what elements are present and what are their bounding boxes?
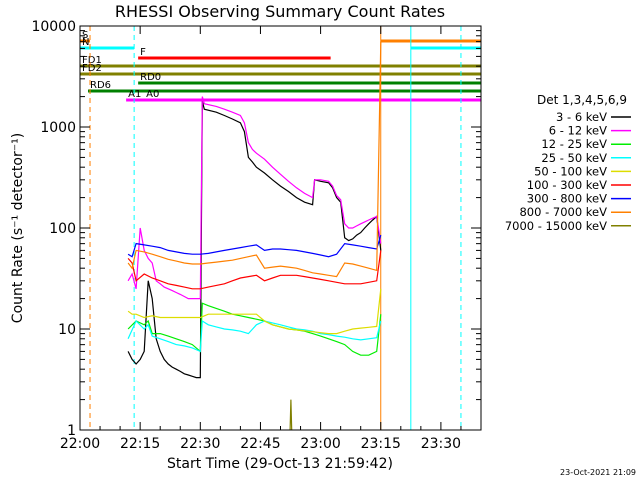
y-tick-label: 1: [67, 423, 76, 439]
legend-entry-label: 100 - 300 keV: [527, 178, 607, 192]
axes-layer: 22:00 22:15 22:30 22:45 23:00 23:15 23:30 1 10 10…: [31, 19, 482, 452]
status-bar-label: A0: [146, 89, 159, 100]
x-tick-label: 22:15: [120, 436, 160, 452]
x-tick-label: 23:00: [300, 436, 340, 452]
y-tick-label: 10000: [31, 19, 76, 35]
vertical-markers-layer: [89, 26, 462, 430]
x-tick-label: 23:15: [361, 436, 401, 452]
y-tick-label: 10: [58, 322, 76, 338]
status-bar-label: N: [82, 37, 89, 48]
legend-entry-label: 50 - 100 keV: [534, 164, 607, 178]
status-bar-label: RD0: [140, 72, 161, 83]
status-bar-label: FD2: [82, 63, 102, 74]
y-tick-label: 1000: [40, 120, 76, 136]
series-line-7: [127, 41, 382, 278]
series-line-4: [127, 288, 382, 335]
x-axis-label: Start Time (29-Oct-13 21:59:42): [167, 456, 393, 472]
legend-entry-label: 7000 - 15000 keV: [505, 219, 607, 233]
series-line-5: [127, 250, 382, 290]
status-bar-label: F: [140, 47, 146, 58]
legend-entry-label: 6 - 12 keV: [549, 124, 607, 138]
chart-title: RHESSI Observing Summary Count Rates: [115, 2, 445, 21]
series-line-3: [127, 319, 382, 353]
series-line-8: [289, 399, 293, 431]
series-line-1: [127, 96, 382, 300]
series-line-0: [127, 101, 382, 379]
x-tick-label: 22:45: [240, 436, 280, 452]
status-bar-label: FD1: [82, 55, 102, 66]
y-axis-label: Count Rate (s⁻¹ detector⁻¹): [10, 133, 26, 323]
legend-entry-label: 800 - 7000 keV: [519, 205, 607, 219]
x-tick-label: 23:30: [421, 436, 461, 452]
status-bar-label: A1: [128, 89, 141, 100]
series-line-2: [127, 302, 382, 356]
y-tick-label: 100: [49, 221, 76, 237]
x-tick-label: 22:00: [60, 436, 100, 452]
series-line-6: [127, 234, 382, 258]
series-layer: [127, 41, 382, 431]
legend-entry-label: 3 - 6 keV: [556, 110, 607, 124]
legend-entry-label: 12 - 25 keV: [541, 137, 607, 151]
x-tick-label: 22:30: [180, 436, 220, 452]
legend-entry-label: 25 - 50 keV: [541, 151, 607, 165]
status-bar-label: S: [82, 30, 88, 41]
footer-timestamp: 23-Oct-2021 21:09: [560, 468, 636, 477]
legend-title: Det 1,3,4,5,6,9: [537, 93, 627, 107]
status-bar-label: RD6: [90, 80, 111, 91]
legend-entry-label: 300 - 800 keV: [527, 192, 607, 206]
